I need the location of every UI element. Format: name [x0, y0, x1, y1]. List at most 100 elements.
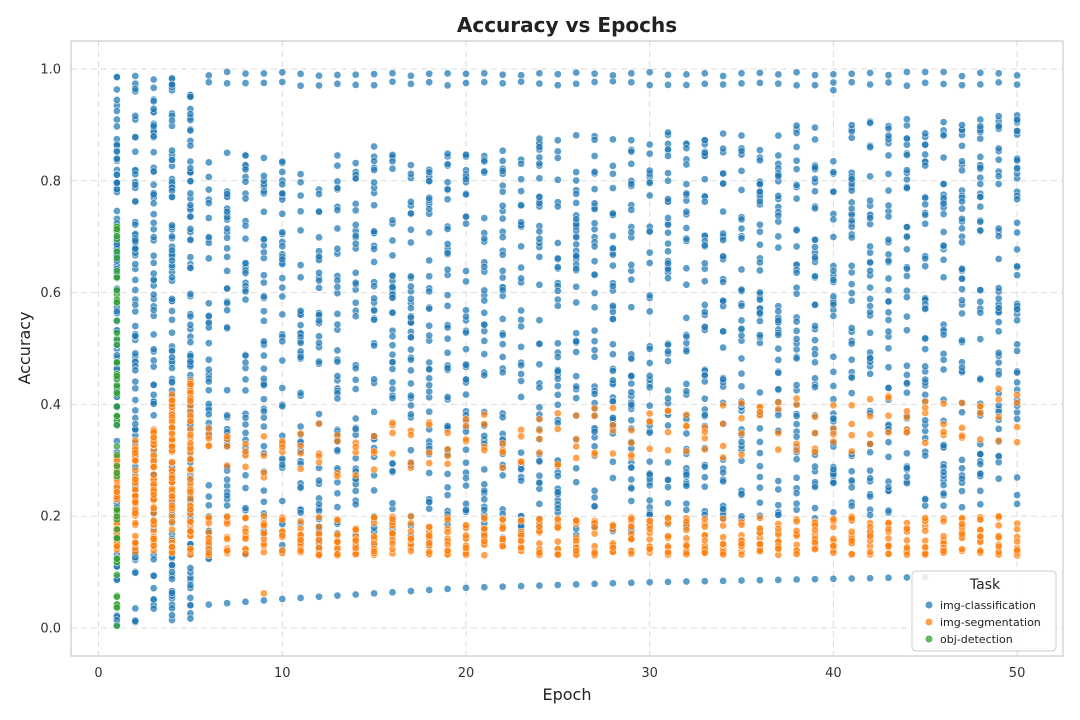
point-img-classification — [976, 134, 985, 143]
point-img-segmentation — [627, 439, 636, 447]
point-img-segmentation — [774, 544, 783, 553]
point-img-segmentation — [351, 443, 360, 451]
point-img-classification — [535, 457, 544, 465]
point-img-classification — [260, 292, 268, 301]
point-img-classification — [939, 330, 948, 339]
point-img-classification — [480, 583, 489, 592]
point-img-classification — [976, 286, 985, 294]
point-img-classification — [829, 78, 838, 87]
point-img-segmentation — [645, 524, 654, 533]
point-img-classification — [719, 577, 727, 585]
point-img-classification — [462, 150, 470, 159]
point-img-classification — [829, 300, 838, 309]
point-img-classification — [149, 210, 158, 219]
point-img-segmentation — [627, 549, 636, 558]
point-img-classification — [792, 129, 801, 137]
point-img-classification — [1013, 340, 1021, 349]
point-img-classification — [498, 582, 507, 591]
point-img-classification — [553, 70, 562, 79]
point-img-segmentation — [737, 429, 746, 438]
point-img-classification — [756, 227, 764, 236]
point-img-classification — [903, 232, 911, 241]
point-img-segmentation — [149, 535, 158, 543]
point-img-classification — [260, 596, 268, 605]
point-img-classification — [994, 370, 1003, 379]
point-img-classification — [370, 157, 378, 165]
point-img-segmentation — [186, 505, 195, 514]
point-img-classification — [168, 116, 176, 125]
point-img-classification — [168, 256, 176, 265]
point-img-classification — [260, 422, 268, 431]
point-img-classification — [168, 589, 176, 597]
point-img-classification — [811, 462, 819, 471]
point-img-classification — [719, 278, 727, 286]
point-img-classification — [792, 165, 801, 173]
point-img-segmentation — [719, 521, 727, 530]
point-img-segmentation — [388, 515, 397, 523]
point-img-classification — [590, 580, 599, 588]
point-img-classification — [811, 71, 819, 79]
point-img-classification — [260, 271, 268, 280]
point-img-classification — [462, 219, 470, 228]
point-img-segmentation — [462, 415, 470, 424]
point-img-segmentation — [829, 437, 838, 446]
point-img-classification — [278, 157, 287, 166]
point-img-classification — [756, 180, 764, 188]
point-img-segmentation — [976, 402, 985, 411]
point-img-classification — [351, 487, 360, 495]
point-img-classification — [774, 307, 783, 316]
point-img-segmentation — [664, 406, 672, 415]
point-img-classification — [443, 185, 452, 194]
point-img-segmentation — [756, 546, 764, 555]
point-img-classification — [535, 581, 544, 590]
point-img-classification — [792, 289, 801, 298]
point-img-classification — [517, 582, 525, 590]
point-img-classification — [443, 393, 452, 401]
point-obj-detection — [113, 603, 121, 612]
point-img-classification — [149, 390, 158, 399]
point-img-classification — [847, 216, 856, 225]
point-img-classification — [131, 286, 140, 294]
point-img-classification — [517, 393, 525, 401]
point-img-classification — [517, 274, 525, 283]
point-img-classification — [480, 465, 489, 474]
point-img-segmentation — [425, 532, 434, 540]
point-img-classification — [113, 73, 121, 81]
point-img-segmentation — [1013, 537, 1021, 546]
point-img-classification — [498, 250, 507, 259]
point-img-classification — [553, 339, 562, 348]
point-img-segmentation — [590, 523, 599, 532]
point-img-segmentation — [994, 533, 1003, 542]
point-img-segmentation — [700, 536, 709, 545]
point-img-classification — [131, 244, 140, 253]
point-img-classification — [333, 276, 342, 285]
point-img-classification — [315, 507, 323, 515]
point-obj-detection — [113, 451, 121, 459]
point-img-segmentation — [774, 398, 783, 407]
point-img-classification — [241, 221, 250, 230]
point-img-segmentation — [811, 526, 819, 534]
point-img-classification — [609, 414, 617, 422]
point-img-classification — [994, 452, 1003, 461]
point-img-classification — [553, 263, 562, 271]
point-img-classification — [939, 180, 948, 188]
point-img-segmentation — [884, 393, 893, 402]
point-img-classification — [553, 375, 562, 383]
point-img-classification — [260, 79, 268, 87]
point-img-classification — [811, 483, 819, 491]
point-img-classification — [425, 194, 434, 202]
point-img-classification — [958, 336, 966, 345]
point-img-segmentation — [517, 432, 525, 441]
point-img-classification — [756, 576, 764, 585]
point-img-classification — [443, 364, 452, 372]
point-img-classification — [829, 414, 838, 423]
point-img-classification — [333, 346, 342, 355]
point-img-classification — [847, 502, 856, 510]
point-img-classification — [535, 69, 544, 78]
point-img-segmentation — [590, 549, 599, 558]
point-img-classification — [462, 583, 470, 592]
point-img-classification — [388, 499, 397, 508]
point-img-classification — [370, 166, 378, 174]
point-img-segmentation — [370, 447, 378, 456]
